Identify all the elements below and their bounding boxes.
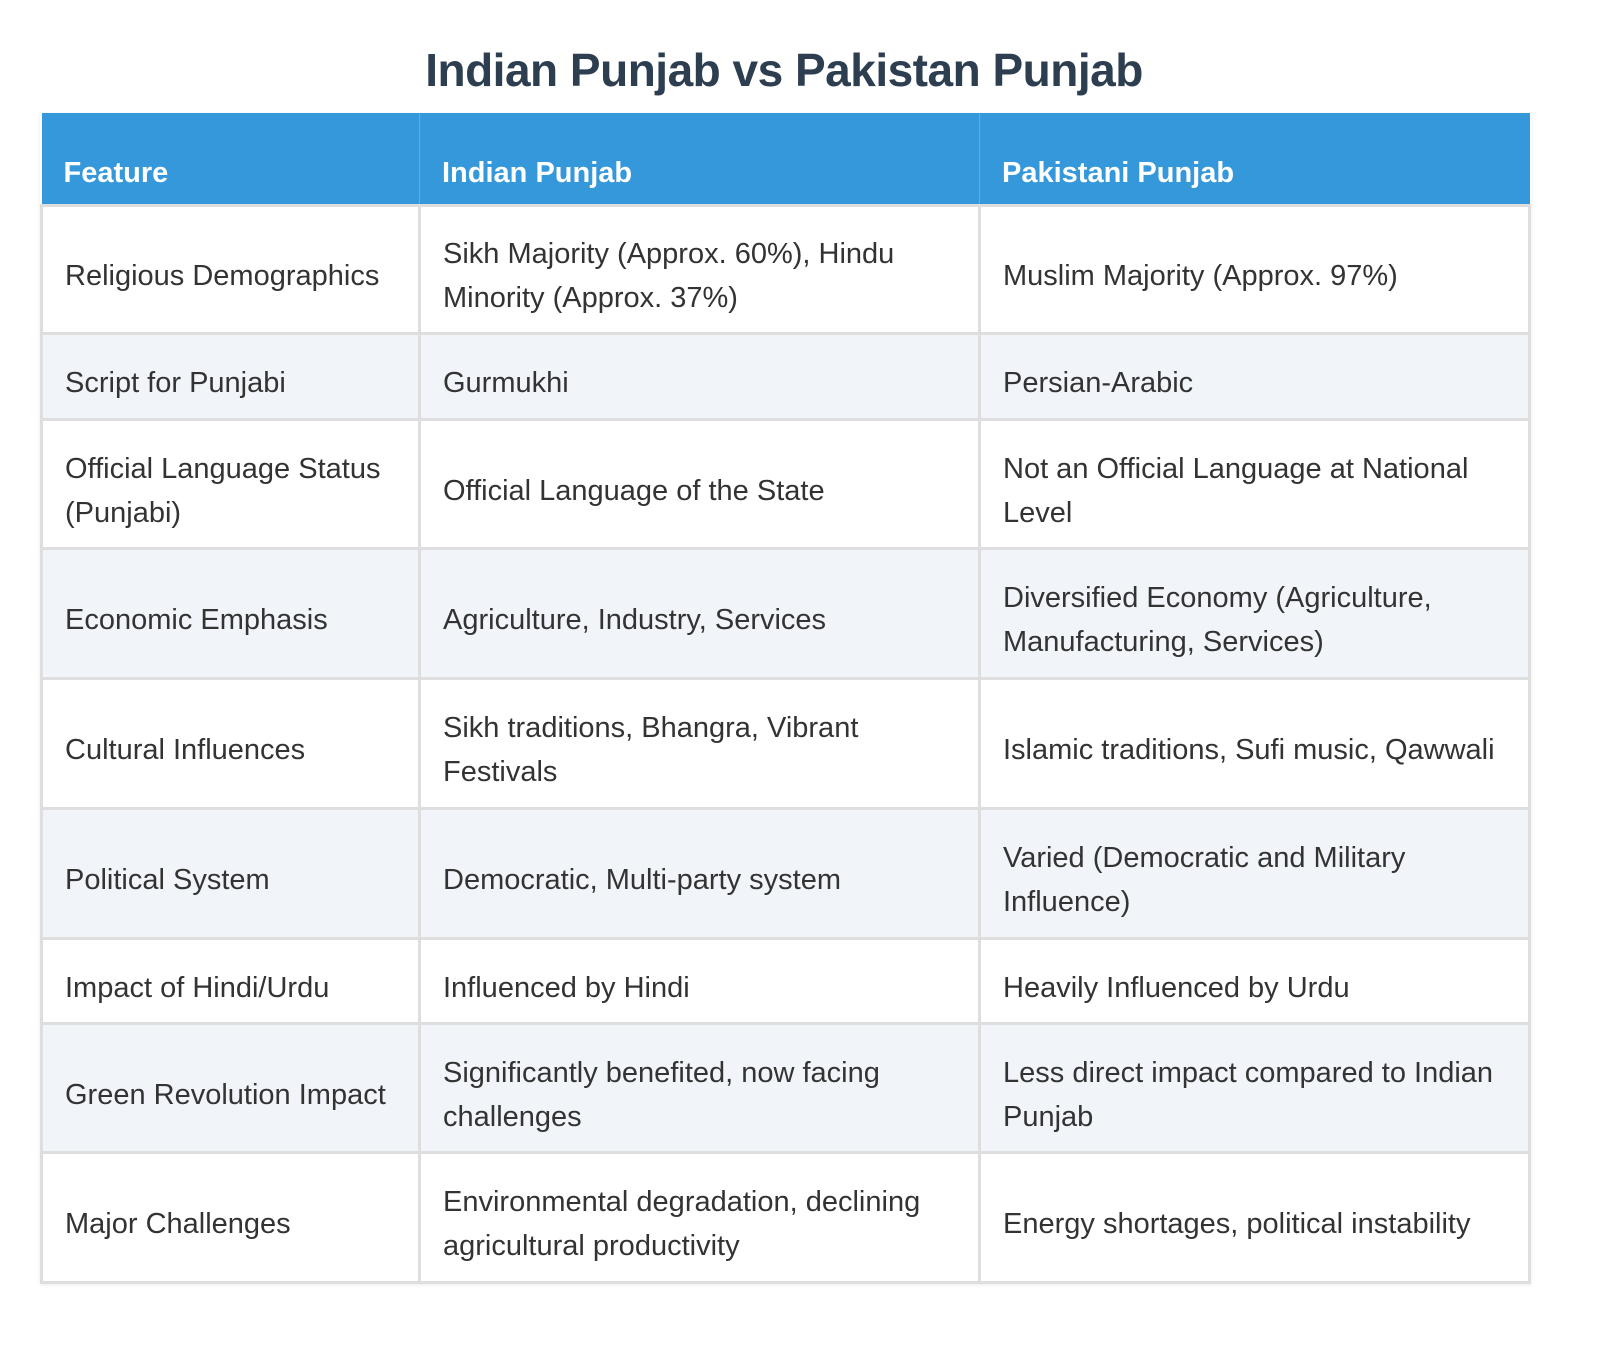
feature-cell: Religious Demographics — [40, 203, 421, 335]
indian-punjab-cell: Official Language of the State — [418, 417, 981, 550]
table-row: Major Challenges Environmental degradati… — [40, 1150, 1531, 1284]
feature-cell: Major Challenges — [40, 1150, 421, 1284]
indian-punjab-cell: Environmental degradation, declining agr… — [418, 1150, 981, 1284]
pakistani-punjab-cell: Persian-Arabic — [978, 331, 1531, 421]
comparison-table: Feature Indian Punjab Pakistani Punjab R… — [40, 113, 1531, 1284]
indian-punjab-cell: Significantly benefited, now facing chal… — [418, 1021, 981, 1154]
table-header-row: Feature Indian Punjab Pakistani Punjab — [41, 113, 1530, 205]
pakistani-punjab-cell: Energy shortages, political instability — [978, 1150, 1531, 1284]
indian-punjab-cell: Gurmukhi — [418, 331, 981, 421]
pakistani-punjab-cell: Muslim Majority (Approx. 97%) — [978, 203, 1531, 335]
feature-cell: Impact of Hindi/Urdu — [40, 936, 421, 1025]
indian-punjab-cell: Agriculture, Industry, Services — [418, 546, 981, 680]
column-header-indian-punjab: Indian Punjab — [419, 113, 980, 205]
table-row: Religious Demographics Sikh Majority (Ap… — [40, 203, 1531, 335]
column-header-feature: Feature — [41, 113, 420, 205]
pakistani-punjab-cell: Diversified Economy (Agriculture, Manufa… — [978, 546, 1531, 680]
indian-punjab-cell: Influenced by Hindi — [418, 936, 981, 1025]
pakistani-punjab-cell: Islamic traditions, Sufi music, Qawwali — [978, 676, 1531, 810]
feature-cell: Economic Emphasis — [40, 546, 421, 680]
table-row: Economic Emphasis Agriculture, Industry,… — [40, 546, 1531, 680]
table-row: Script for Punjabi Gurmukhi Persian-Arab… — [40, 331, 1531, 421]
table-row: Political System Democratic, Multi-party… — [40, 806, 1531, 940]
feature-cell: Cultural Influences — [40, 676, 421, 810]
page-title: Indian Punjab vs Pakistan Punjab — [425, 44, 1143, 96]
table-row: Impact of Hindi/Urdu Influenced by Hindi… — [40, 936, 1531, 1025]
table-row: Green Revolution Impact Significantly be… — [40, 1021, 1531, 1154]
feature-cell: Official Language Status (Punjabi) — [40, 417, 421, 550]
indian-punjab-cell: Democratic, Multi-party system — [418, 806, 981, 940]
pakistani-punjab-cell: Less direct impact compared to Indian Pu… — [978, 1021, 1531, 1154]
table-row: Cultural Influences Sikh traditions, Bha… — [40, 676, 1531, 810]
indian-punjab-cell: Sikh Majority (Approx. 60%), Hindu Minor… — [418, 203, 981, 335]
pakistani-punjab-cell: Not an Official Language at National Lev… — [978, 417, 1531, 550]
table-row: Official Language Status (Punjabi) Offic… — [40, 417, 1531, 550]
pakistani-punjab-cell: Heavily Influenced by Urdu — [978, 936, 1531, 1025]
column-header-pakistani-punjab: Pakistani Punjab — [979, 113, 1530, 205]
feature-cell: Green Revolution Impact — [40, 1021, 421, 1154]
feature-cell: Script for Punjabi — [40, 331, 421, 421]
indian-punjab-cell: Sikh traditions, Bhangra, Vibrant Festiv… — [418, 676, 981, 810]
feature-cell: Political System — [40, 806, 421, 940]
pakistani-punjab-cell: Varied (Democratic and Military Influenc… — [978, 806, 1531, 940]
